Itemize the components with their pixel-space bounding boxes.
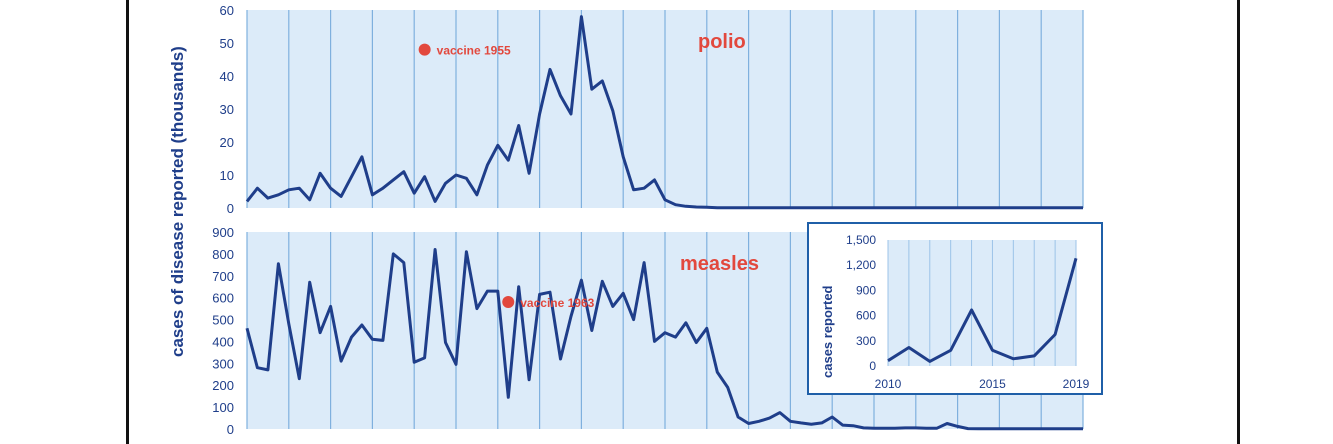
polio-series-line [245, 15, 1083, 210]
polio-y-tick-label: 20 [220, 135, 234, 150]
measles-y-tick-label: 0 [227, 422, 234, 437]
inset-x-tick-label: 2010 [875, 377, 902, 391]
measles-panel-label: measles [680, 253, 759, 275]
polio-y-tick-label: 60 [220, 3, 234, 18]
polio-vaccine-label: vaccine 1955 [437, 44, 511, 58]
polio-panel-label: polio [698, 31, 746, 53]
measles-series-line [245, 248, 1083, 431]
polio-y-tick-label: 0 [227, 201, 234, 216]
inset-y-tick-label: 300 [856, 334, 876, 348]
measles-y-tick-label: 700 [212, 269, 234, 284]
measles-y-tick-label: 300 [212, 356, 234, 371]
polio-y-tick-label: 40 [220, 69, 234, 84]
polio-y-tick-label: 10 [220, 168, 234, 183]
polio-y-tick-label: 30 [220, 102, 234, 117]
inset-x-tick-label: 2019 [1063, 377, 1090, 391]
inset-y-tick-label: 0 [869, 359, 876, 373]
measles-vaccine-label: vaccine 1963 [520, 296, 594, 310]
measles-vaccine-marker [502, 296, 515, 309]
inset-series-line [887, 257, 1078, 363]
y-axis-title: cases of disease reported (thousands) [168, 46, 187, 357]
polio-y-tick-label: 50 [220, 36, 234, 51]
measles-y-tick-label: 800 [212, 247, 234, 262]
measles-y-tick-label: 500 [212, 313, 234, 328]
inset-x-tick-label: 2015 [979, 377, 1006, 391]
inset-y-tick-label: 900 [856, 283, 876, 297]
inset-y-tick-label: 600 [856, 309, 876, 323]
frame-right-border [1237, 0, 1240, 444]
measles-y-tick-label: 100 [212, 400, 234, 415]
measles-y-tick-label: 600 [212, 291, 234, 306]
inset-y-tick-label: 1,500 [846, 233, 876, 247]
polio-vaccine-marker [418, 43, 431, 56]
frame-left-border [126, 0, 129, 444]
measles-y-tick-label: 200 [212, 378, 234, 393]
measles-y-tick-label: 400 [212, 334, 234, 349]
measles-y-tick-label: 900 [212, 225, 234, 240]
inset-plot-area [888, 240, 1076, 366]
inset-y-tick-label: 1,200 [846, 258, 876, 272]
inset-y-axis-title: cases reported [820, 285, 835, 378]
